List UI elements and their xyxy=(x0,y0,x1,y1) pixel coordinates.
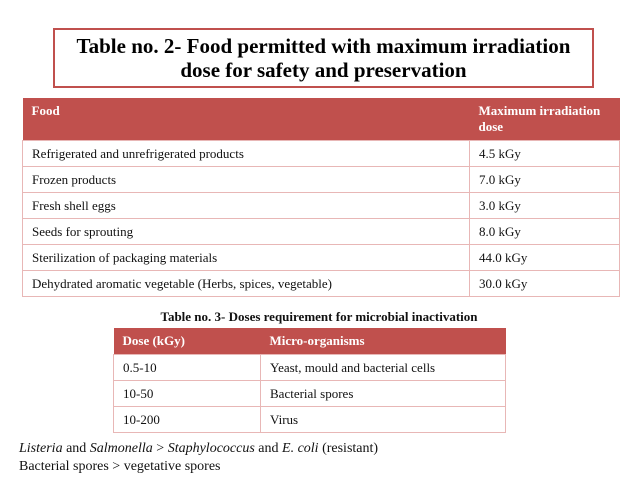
organism-e-coli: E. coli xyxy=(282,441,319,456)
dose-cell: 10-200 xyxy=(113,406,261,433)
title-box: Table no. 2- Food permitted with maximum… xyxy=(53,28,594,88)
table-row: 10-200 Virus xyxy=(113,406,506,433)
table-row: Dehydrated aromatic vegetable (Herbs, sp… xyxy=(22,270,620,297)
table-row: Sterilization of packaging materials 44.… xyxy=(22,244,620,271)
organism-cell: Yeast, mould and bacterial cells xyxy=(260,354,506,381)
table-row: Frozen products 7.0 kGy xyxy=(22,166,620,193)
column-header-micro-organisms: Micro-organisms xyxy=(260,328,506,355)
dose-cell: 7.0 kGy xyxy=(469,166,620,193)
organism-listeria: Listeria xyxy=(19,441,63,456)
note-text: > xyxy=(152,441,168,456)
table-row: Fresh shell eggs 3.0 kGy xyxy=(22,192,620,219)
food-cell: Refrigerated and unrefrigerated products xyxy=(22,140,470,167)
organism-staphylococcus: Staphylococcus xyxy=(167,441,255,456)
note-text: and xyxy=(254,441,283,456)
table-row: Seeds for sprouting 8.0 kGy xyxy=(22,218,620,245)
dose-cell: 4.5 kGy xyxy=(469,140,620,167)
table-row: 10-50 Bacterial spores xyxy=(113,380,506,407)
organism-salmonella: Salmonella xyxy=(89,441,153,456)
note-text: and xyxy=(62,441,90,456)
table-header-row: Dose (kGy) Micro-organisms xyxy=(113,328,506,355)
dose-cell: 44.0 kGy xyxy=(469,244,620,271)
table-row: 0.5-10 Yeast, mould and bacterial cells xyxy=(113,354,506,381)
food-cell: Frozen products xyxy=(22,166,470,193)
food-cell: Fresh shell eggs xyxy=(22,192,470,219)
column-header-max-dose: Maximum irradiation dose xyxy=(469,98,620,141)
note-line-2: Bacterial spores > vegetative spores xyxy=(19,459,221,474)
food-cell: Seeds for sprouting xyxy=(22,218,470,245)
page-title: Table no. 2- Food permitted with maximum… xyxy=(77,34,571,82)
table3-caption: Table no. 3- Doses requirement for micro… xyxy=(160,309,478,324)
note-text: (resistant) xyxy=(318,441,379,456)
dose-cell: 10-50 xyxy=(113,380,261,407)
resistance-notes: Listeria and Salmonella > Staphylococcus… xyxy=(19,440,378,476)
food-cell: Dehydrated aromatic vegetable (Herbs, sp… xyxy=(22,270,470,297)
food-irradiation-table: Food Maximum irradiation dose Refrigerat… xyxy=(22,98,620,297)
dose-cell: 30.0 kGy xyxy=(469,270,620,297)
dose-cell: 8.0 kGy xyxy=(469,218,620,245)
title-line-2: dose for safety and preservation xyxy=(180,58,467,82)
note-line-1: Listeria and Salmonella > Staphylococcus… xyxy=(19,440,378,458)
column-header-food: Food xyxy=(22,98,470,141)
food-cell: Sterilization of packaging materials xyxy=(22,244,470,271)
column-header-dose: Dose (kGy) xyxy=(113,328,261,355)
dose-cell: 3.0 kGy xyxy=(469,192,620,219)
title-line-1: Table no. 2- Food permitted with maximum… xyxy=(76,34,571,58)
organism-cell: Bacterial spores xyxy=(260,380,506,407)
table-row: Refrigerated and unrefrigerated products… xyxy=(22,140,620,167)
microbial-dose-table: Dose (kGy) Micro-organisms 0.5-10 Yeast,… xyxy=(113,328,506,433)
organism-cell: Virus xyxy=(260,406,506,433)
dose-cell: 0.5-10 xyxy=(113,354,261,381)
table-header-row: Food Maximum irradiation dose xyxy=(22,98,620,141)
